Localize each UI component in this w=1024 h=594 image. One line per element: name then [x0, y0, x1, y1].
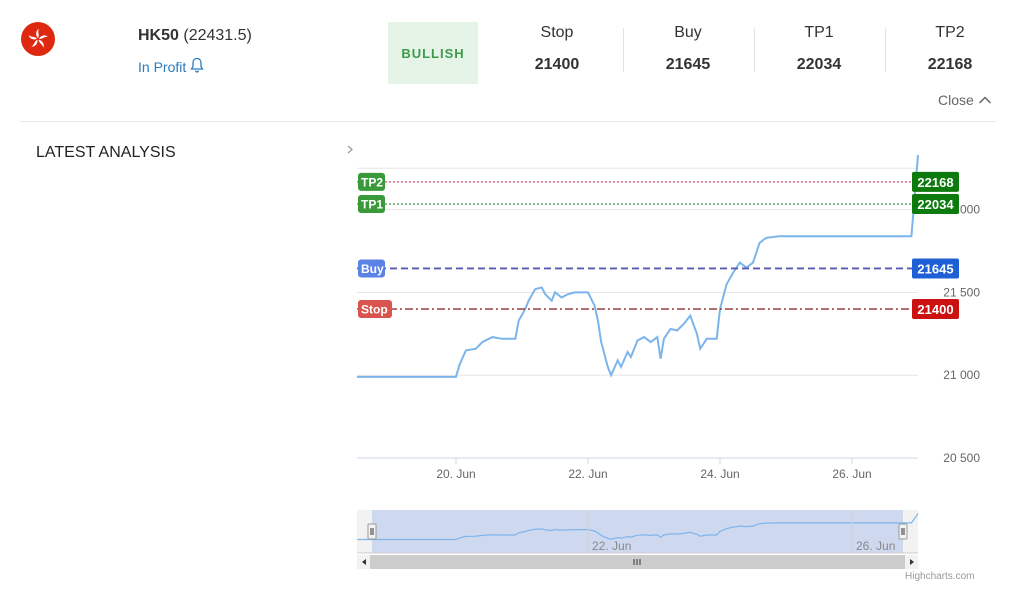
x-tick-label: 22. Jun [568, 467, 607, 481]
level-tag-tp1 [358, 195, 385, 214]
navigator-mask[interactable] [372, 510, 903, 553]
instrument-name: HK50 (22431.5) [138, 27, 252, 45]
close-button[interactable]: Close [938, 92, 992, 108]
divider [754, 28, 755, 72]
metric-value: 21645 [665, 56, 711, 73]
level-value-label: 22168 [917, 175, 953, 190]
metric-tp2: TP2 22168 [885, 24, 1015, 74]
metric-buy: Buy 21645 [623, 24, 753, 74]
scroll-right-arrow-icon[interactable] [910, 559, 914, 565]
level-value-box [912, 258, 959, 279]
metric-label: TP2 [935, 24, 965, 41]
level-value-label: 21400 [917, 302, 953, 317]
divider [885, 28, 886, 72]
level-value-label: 22034 [917, 197, 954, 212]
section-divider [20, 121, 996, 122]
level-tag-tp2 [358, 172, 385, 191]
level-tag-buy [358, 259, 385, 278]
level-tag-stop [358, 300, 392, 318]
y-tick-label: 21 500 [943, 285, 980, 299]
level-value-label: 21645 [917, 261, 953, 276]
level-value-box [912, 299, 959, 319]
navigator-handle-right[interactable] [898, 523, 908, 540]
instrument-price: (22431.5) [183, 27, 252, 44]
chevron-right-icon[interactable] [347, 145, 353, 154]
y-tick-label: 20 500 [943, 451, 980, 465]
level-tag-label: TP2 [361, 175, 383, 189]
metric-value: 22034 [796, 56, 842, 73]
divider [623, 28, 624, 72]
navigator-tick-label: 26. Jun [856, 539, 895, 553]
section-title: LATEST ANALYSIS [36, 144, 176, 161]
metric-label: Stop [540, 24, 574, 41]
navigator-handle-left[interactable] [367, 523, 377, 540]
x-tick-label: 20. Jun [436, 467, 475, 481]
scroll-left-arrow-icon[interactable] [362, 559, 366, 565]
y-tick-label: 21 000 [943, 368, 980, 382]
x-tick-label: 24. Jun [700, 467, 739, 481]
navigator-tick-label: 22. Jun [592, 539, 631, 553]
price-line [357, 154, 919, 378]
level-value-box [912, 194, 959, 215]
metric-value: 21400 [534, 56, 580, 73]
level-value-box [912, 171, 959, 192]
metric-label: TP1 [804, 24, 834, 41]
chevron-up-icon [978, 92, 992, 108]
status-link[interactable]: In Profit [138, 57, 204, 76]
metric-tp1: TP1 22034 [754, 24, 884, 74]
level-tag-label: Buy [361, 262, 384, 276]
bell-icon [190, 57, 204, 76]
metric-label: Buy [674, 24, 702, 41]
x-tick-label: 26. Jun [832, 467, 871, 481]
instrument-symbol: HK50 [138, 27, 179, 44]
status-text: In Profit [138, 58, 187, 75]
navigator-line [357, 513, 919, 541]
metric-stop: Stop 21400 [492, 24, 622, 74]
sentiment-badge: BULLISH [388, 22, 478, 84]
level-tag-label: Stop [361, 303, 388, 317]
metric-value: 22168 [927, 56, 973, 73]
hong-kong-flag-icon [21, 22, 55, 56]
chart-credits[interactable]: Highcharts.com [905, 571, 975, 582]
level-tag-label: TP1 [361, 198, 383, 212]
close-label: Close [938, 92, 974, 108]
